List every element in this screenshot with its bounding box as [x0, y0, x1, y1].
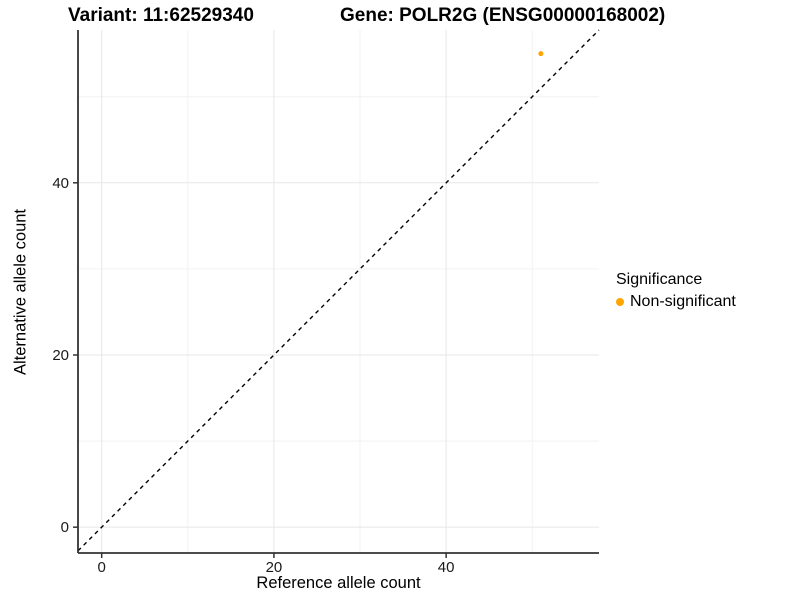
y-tick-label: 0	[61, 519, 69, 536]
y-axis-label: Alternative allele count	[11, 208, 30, 376]
plot-title-gene: Gene: POLR2G (ENSG00000168002)	[340, 5, 666, 26]
x-tick-label: 40	[438, 559, 455, 576]
legend-title: Significance	[616, 271, 703, 288]
y-tick-label: 40	[52, 175, 69, 192]
plot-title-variant: Variant: 11:62529340	[68, 5, 254, 26]
legend-item: Non-significant	[616, 293, 736, 311]
legend: Significance Non-significant	[616, 271, 736, 311]
x-tick-label: 0	[98, 559, 106, 576]
x-axis-label: Reference allele count	[256, 574, 421, 592]
legend-item-label: Non-significant	[630, 293, 736, 310]
y-tick-label: 20	[52, 347, 69, 364]
x-tick-label: 20	[266, 559, 283, 576]
data-point	[538, 51, 544, 57]
identity-reference-line	[77, 29, 600, 552]
legend-dot-icon	[616, 298, 624, 306]
